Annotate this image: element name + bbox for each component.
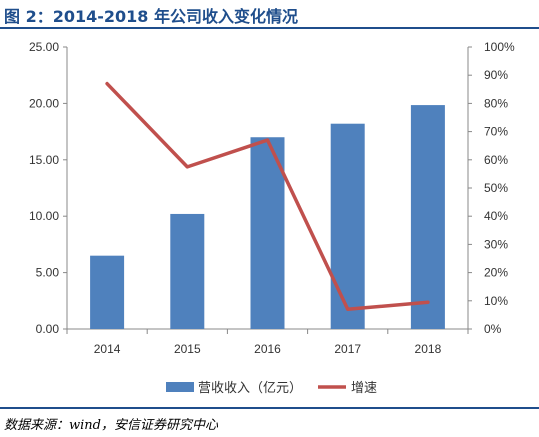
left-tick-label: 25.00 (29, 40, 59, 54)
left-tick-label: 10.00 (29, 209, 59, 223)
legend-bar-swatch (166, 382, 194, 392)
x-tick-label: 2015 (174, 342, 201, 356)
revenue-bar (250, 137, 285, 329)
figure-title-bar: 图 2：2014-2018 年公司收入变化情况 (0, 0, 539, 29)
right-tick-label: 10% (484, 294, 508, 308)
right-tick-label: 50% (484, 181, 508, 195)
right-tick-label: 80% (484, 96, 508, 110)
right-tick-label: 90% (484, 68, 508, 82)
source-divider (0, 407, 539, 409)
left-tick-label: 0.00 (36, 322, 60, 336)
x-tick-label: 2018 (415, 342, 442, 356)
legend-bar-label: 营收收入（亿元） (198, 381, 302, 396)
figure-title: 图 2：2014-2018 年公司收入变化情况 (4, 7, 298, 26)
x-tick-label: 2016 (254, 342, 281, 356)
legend-line-label: 增速 (351, 381, 377, 396)
right-tick-label: 100% (484, 40, 515, 54)
revenue-bar (170, 213, 205, 329)
right-tick-label: 30% (484, 237, 508, 251)
x-tick-label: 2014 (94, 342, 121, 356)
left-tick-label: 15.00 (29, 153, 59, 167)
source-note: 数据来源：wind，安信证券研究中心 (4, 418, 218, 433)
x-tick-label: 2017 (334, 342, 361, 356)
revenue-bar (90, 255, 125, 329)
right-tick-label: 70% (484, 125, 508, 139)
right-tick-label: 40% (484, 209, 508, 223)
right-tick-label: 60% (484, 153, 508, 167)
revenue-bar (410, 105, 445, 329)
revenue-bar (330, 123, 365, 329)
right-tick-label: 0% (484, 322, 502, 336)
left-tick-label: 20.00 (29, 96, 59, 110)
left-tick-label: 5.00 (36, 266, 60, 280)
right-tick-label: 20% (484, 266, 508, 280)
title-divider (0, 27, 539, 29)
